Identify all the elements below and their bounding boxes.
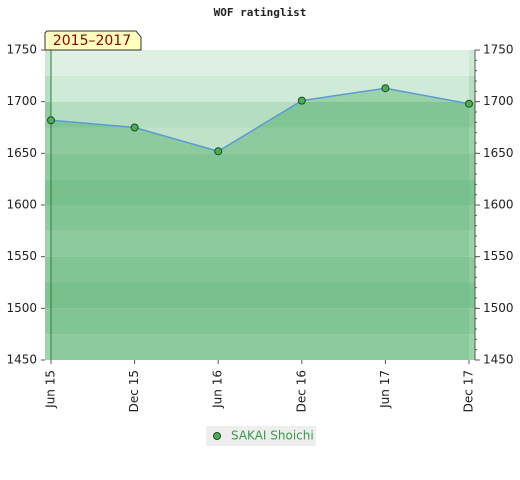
line — [50, 87, 470, 153]
marker — [214, 147, 223, 156]
period-box — [44, 30, 142, 51]
x-tick-label: Dec 15 — [127, 370, 141, 412]
x-tick-label: Jun 16 — [211, 370, 225, 409]
legend-marker — [213, 432, 221, 440]
plot-band — [45, 308, 475, 335]
legend-box — [206, 426, 316, 446]
chart-title: WOF ratinglist — [214, 6, 307, 19]
y2-tick-label: 1500 — [483, 301, 514, 315]
plot-band — [45, 101, 475, 128]
plot-band — [45, 334, 475, 360]
y2-tick-label: 1750 — [483, 43, 514, 57]
y-tick-label: 1700 — [6, 94, 37, 108]
area — [51, 88, 469, 360]
plot-band — [45, 256, 475, 283]
x-tick-label: Dec 17 — [462, 370, 476, 412]
y-tick-label: 1600 — [6, 198, 37, 212]
y2-tick-label: 1700 — [483, 94, 514, 108]
plot-band — [45, 75, 475, 102]
plot-band — [45, 153, 475, 180]
y-tick-label: 1450 — [6, 353, 37, 367]
y2-tick-label: 1600 — [483, 198, 514, 212]
x-tick-label: Jun 17 — [378, 370, 392, 409]
legend-label: SAKAI Shoichi — [231, 429, 314, 443]
x-tick-label: Jun 15 — [44, 370, 58, 409]
y-tick-label: 1500 — [6, 301, 37, 315]
plot-band — [45, 205, 475, 231]
period-label: 2015–2017 — [53, 33, 131, 49]
y2-tick-label: 1450 — [483, 353, 514, 367]
y2-tick-label: 1550 — [483, 249, 514, 263]
y-tick-label: 1650 — [6, 146, 37, 160]
sky — [51, 50, 469, 152]
marker — [130, 123, 139, 132]
marker — [381, 84, 390, 93]
y-tick-label: 1550 — [6, 249, 37, 263]
plot-band — [45, 230, 475, 257]
y-tick-label: 1750 — [6, 43, 37, 57]
y2-tick-label: 1650 — [483, 146, 514, 160]
marker — [297, 96, 306, 105]
plot-band — [45, 50, 475, 76]
plot-band — [45, 127, 475, 154]
plot-band — [45, 282, 475, 309]
x-tick-label: Dec 16 — [294, 370, 308, 412]
marker — [465, 99, 473, 108]
marker — [47, 116, 55, 125]
plot-band — [45, 179, 475, 205]
